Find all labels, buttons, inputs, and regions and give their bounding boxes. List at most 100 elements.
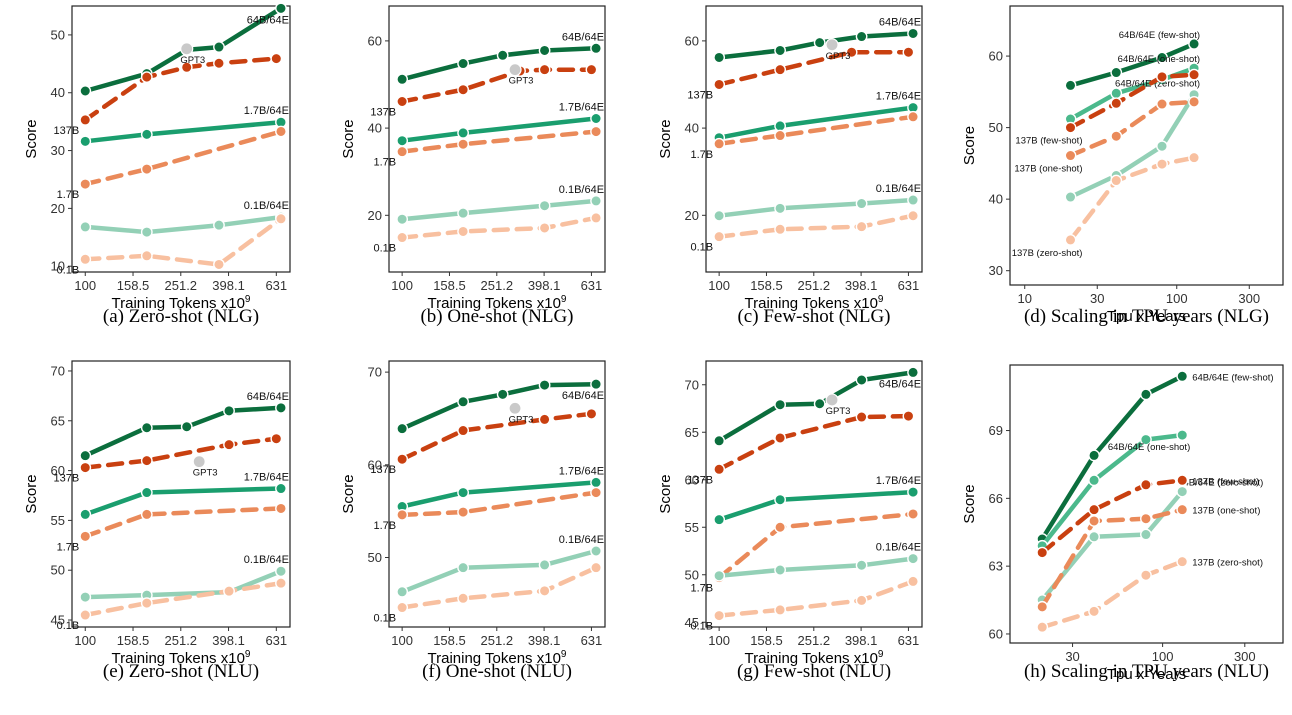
data-point — [79, 461, 92, 474]
series-label: 64B/64E — [879, 378, 921, 390]
series-small_moe: 64B/64E (zero-shot) — [1064, 79, 1200, 203]
series-large_dense: 137B (few-shot) — [1015, 68, 1200, 147]
series-label: 137B — [687, 474, 713, 486]
data-point — [590, 42, 602, 55]
data-point — [774, 564, 787, 576]
series-label: 64B/64E (few-shot) — [1192, 372, 1273, 383]
series-label: 1.7B/64E — [876, 91, 921, 103]
data-point — [855, 594, 868, 607]
series-label: 137B — [687, 89, 713, 101]
x-axis-title: Training Tokens x109 — [112, 294, 251, 312]
y-tick-label: 60 — [989, 626, 1003, 641]
x-tick-label: 100 — [708, 278, 730, 293]
series-mid_dense: 1.7B — [690, 110, 919, 161]
y-tick-label: 30 — [51, 143, 65, 158]
x-axis-title: Training Tokens x109 — [112, 649, 251, 667]
x-tick-label: 398.1 — [528, 633, 561, 648]
data-point — [140, 421, 153, 434]
x-tick-label: 251.2 — [798, 278, 831, 293]
gpt3-label: GPT3 — [826, 406, 851, 417]
data-point — [396, 508, 409, 521]
series-line — [399, 565, 599, 610]
series-large_dense: 137B — [687, 410, 915, 486]
data-point — [140, 597, 153, 609]
data-point — [907, 366, 919, 379]
data-point — [1088, 503, 1100, 516]
data-point — [140, 454, 153, 467]
data-point — [396, 422, 409, 435]
data-point — [1088, 530, 1100, 543]
series-mid_dense: 137B (one-shot) — [1036, 503, 1260, 613]
data-point — [1156, 98, 1168, 110]
y-tick-label: 40 — [989, 192, 1003, 207]
series-small_moe: 0.1B/64E — [396, 534, 604, 598]
y-tick-label: 50 — [368, 550, 382, 565]
y-tick-label: 40 — [51, 85, 65, 100]
series-small_moe: 0.1B/64E — [713, 183, 921, 222]
x-tick-label: 398.1 — [528, 278, 561, 293]
x-axis-title: Training Tokens x109 — [428, 649, 567, 667]
gpt3-reference: GPT3 — [508, 63, 533, 87]
data-point — [713, 513, 726, 526]
data-point — [275, 577, 287, 590]
series-line — [1039, 559, 1185, 630]
data-point — [774, 63, 787, 76]
x-tick-label: 30 — [1065, 649, 1079, 664]
panel-c: 100 158.5 251.2 398.1 631 20 40 60 Training Toke… — [657, 5, 923, 312]
data-point — [457, 561, 470, 574]
series-line — [399, 548, 599, 595]
series-large_dense: 137B (few-shot) — [1036, 474, 1259, 559]
data-point — [457, 57, 470, 70]
data-point — [140, 71, 153, 84]
data-point — [1176, 555, 1189, 568]
data-point — [774, 604, 787, 616]
series-label: 0.1B/64E — [559, 184, 604, 196]
series-label: 137B (one-shot) — [1014, 164, 1082, 175]
data-point — [590, 195, 602, 207]
y-tick-label: 20 — [368, 208, 382, 223]
data-point — [1188, 38, 1200, 50]
gpt3-label: GPT3 — [509, 414, 534, 425]
caption-d: (d) Scaling in TPU years (NLG) — [1024, 306, 1269, 327]
data-point — [713, 463, 726, 476]
data-point — [275, 502, 287, 515]
series-label: 137B — [54, 125, 80, 137]
series-label: 1.7B/64E — [559, 102, 604, 114]
data-point — [79, 135, 92, 148]
data-point — [1036, 621, 1049, 634]
data-point — [1176, 474, 1189, 487]
series-line — [716, 413, 911, 472]
data-point — [1088, 449, 1100, 462]
gpt3-point — [825, 38, 839, 52]
plot-frame — [1009, 5, 1284, 286]
y-tick-label: 55 — [51, 513, 65, 528]
data-point — [457, 506, 470, 518]
data-point — [774, 129, 787, 142]
data-point — [907, 194, 919, 206]
x-tick-label: 158.5 — [750, 633, 783, 648]
data-point — [79, 85, 92, 97]
series-label: 64B/64E (few-shot) — [1119, 30, 1200, 41]
data-point — [1110, 97, 1123, 110]
y-tick-label: 60 — [685, 472, 699, 487]
gpt3-label: GPT3 — [180, 55, 205, 66]
data-point — [457, 395, 470, 408]
caption-g: (g) Few-shot (NLU) — [737, 661, 891, 682]
series-label: 0.1B — [690, 621, 713, 633]
x-tick-label: 100 — [708, 633, 730, 648]
x-tick-label: 30 — [1090, 291, 1104, 306]
data-point — [907, 110, 919, 123]
series-mid_moe: 1.7B/64E — [396, 465, 604, 513]
panel-d: 10 30 100 300 30 40 50 60 Tpu x Years Score 64B/64… — [961, 5, 1284, 325]
caption-a: (a) Zero-shot (NLG) — [103, 306, 259, 327]
data-point — [713, 609, 726, 622]
x-tick-label: 158.5 — [117, 633, 150, 648]
data-point — [813, 36, 826, 49]
y-axis-title: Score — [961, 126, 978, 165]
series-label: 137B (few-shot) — [1192, 476, 1259, 487]
y-tick-label: 45 — [51, 613, 65, 628]
series-label: 64B/64E — [562, 31, 604, 43]
data-point — [907, 209, 919, 222]
data-point — [213, 41, 225, 53]
